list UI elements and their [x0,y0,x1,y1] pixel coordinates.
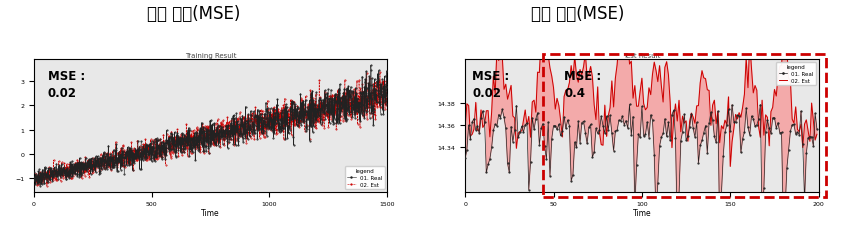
Legend: 01. Real, 02. Est: 01. Real, 02. Est [345,166,385,189]
Title: Training Result: Training Result [185,52,236,58]
02. Est [382,91,392,94]
02. Est [798,146,808,149]
01. Real [230,125,241,128]
01. Real [460,157,470,160]
Text: MSE :
0.02: MSE : 0.02 [48,69,85,99]
01. Real [474,132,484,135]
02. Est [192,138,203,141]
02. Est [230,121,241,124]
Title: Test Result: Test Result [623,52,661,58]
01. Real [481,171,491,174]
01. Real [798,143,808,146]
02. Est [725,165,735,168]
01. Real [526,161,536,164]
02. Est [41,184,51,187]
02. Est [460,126,470,129]
01. Real [187,144,197,147]
X-axis label: Time: Time [201,208,219,217]
02. Est [474,130,484,133]
Legend: 01. Real, 02. Est: 01. Real, 02. Est [776,63,816,85]
02. Est [71,168,81,171]
02. Est [541,23,551,25]
01. Real [554,124,564,126]
Text: 시험 오차(MSE): 시험 오차(MSE) [532,5,625,23]
01. Real [192,144,203,147]
01. Real [365,65,376,67]
02. Est [187,142,197,145]
02. Est [375,71,385,74]
Text: MSE :
0.4: MSE : 0.4 [564,69,602,99]
02. Est [812,133,822,136]
01. Real [35,184,46,187]
Line: 02. Est: 02. Est [33,72,387,186]
02. Est [57,168,67,171]
Line: 01. Real: 01. Real [33,65,387,186]
02. Est [785,79,795,82]
X-axis label: Time: Time [633,208,652,217]
01. Real [29,171,39,174]
Text: MSE :
0.02: MSE : 0.02 [472,69,510,99]
01. Real [785,130,795,133]
Text: 훈련 오차(MSE): 훈련 오차(MSE) [148,5,241,23]
02. Est [526,136,536,139]
02. Est [555,119,565,122]
01. Real [71,173,81,176]
01. Real [625,104,635,106]
01. Real [382,95,392,98]
01. Real [57,173,67,175]
02. Est [29,176,39,179]
01. Real [179,151,189,153]
Line: 02. Est: 02. Est [465,24,817,167]
02. Est [179,135,189,138]
01. Real [812,128,822,131]
Line: 01. Real: 01. Real [464,104,818,230]
02. Est [481,110,491,113]
01. Real [715,228,725,231]
